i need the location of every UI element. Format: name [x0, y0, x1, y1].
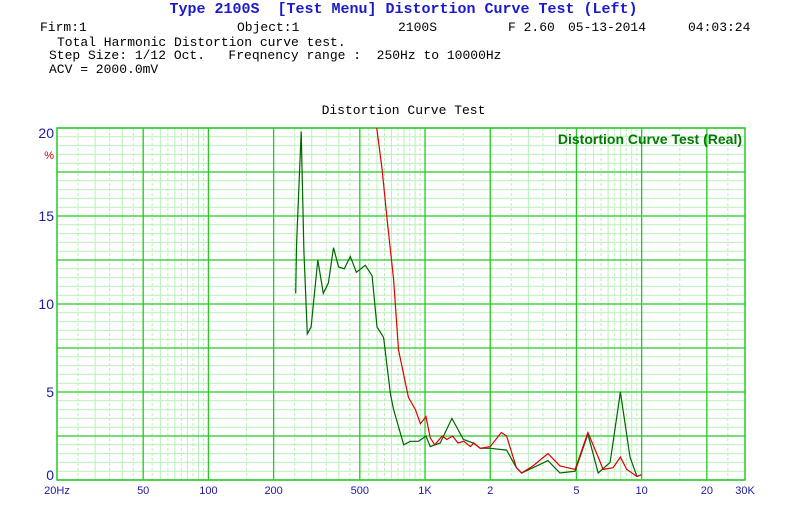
x-tick-label: 200 — [264, 485, 282, 497]
firmware-label: F 2.60 — [508, 20, 555, 35]
legend-label: Distortion Curve Test (Real) — [558, 131, 742, 147]
firm-label: Firm:1 — [40, 20, 87, 35]
y-tick-label: 0 — [46, 467, 54, 483]
window-title: Type 2100S [Test Menu] Distortion Curve … — [169, 1, 638, 18]
x-tick-label: 500 — [351, 485, 369, 497]
x-tick-label: 2 — [487, 485, 493, 497]
y-tick-label: 20 — [38, 125, 54, 141]
x-tick-label: 100 — [199, 485, 217, 497]
y-tick-label: 10 — [38, 296, 54, 312]
time-label: 04:03:24 — [688, 20, 751, 35]
x-tick-label: 30K — [735, 485, 755, 497]
x-tick-label: 10 — [636, 485, 648, 497]
y-axis-unit: % — [44, 150, 54, 162]
y-tick-label: 15 — [38, 208, 54, 224]
series-line-2 — [376, 128, 642, 478]
y-tick-label: 5 — [46, 384, 54, 400]
x-tick-label: 50 — [137, 485, 149, 497]
model-label: 2100S — [398, 20, 438, 35]
date-label: 05-13-2014 — [568, 20, 647, 35]
plot-border — [56, 127, 746, 481]
acv-info: ACV = 2000.0mV — [49, 62, 159, 77]
x-tick-label: 1K — [418, 485, 432, 497]
step-size-info: Step Size: 1/12 Oct. Freqnency range : 2… — [49, 48, 502, 63]
x-tick-label: 5 — [573, 485, 579, 497]
object-label: Object:1 — [237, 20, 300, 35]
x-tick-label: 20Hz — [44, 485, 70, 497]
test-description: Total Harmonic Distortion curve test. — [57, 35, 346, 50]
x-tick-label: 20 — [701, 485, 713, 497]
chart-title: Distortion Curve Test — [321, 103, 486, 118]
series-line-1 — [295, 131, 642, 478]
